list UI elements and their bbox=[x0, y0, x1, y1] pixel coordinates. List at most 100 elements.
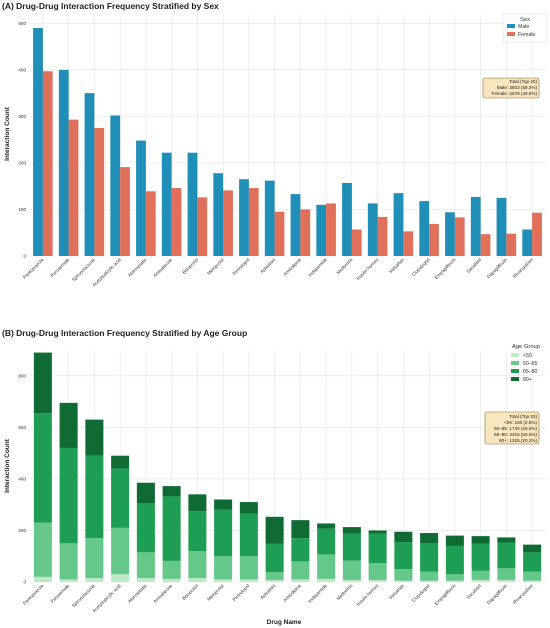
legend-swatch-age-50-65 bbox=[511, 361, 519, 365]
bar-segment-age-2-indapamide bbox=[317, 528, 336, 555]
x-tick-label-metoprolol: Metoprolol bbox=[206, 583, 225, 602]
panel-b-summary-line-2: <50: 160 (2.5%) bbox=[504, 420, 537, 425]
x-tick-label-amiodarone: Amiodarone bbox=[152, 257, 173, 278]
bar-segment-age-3-apixaban bbox=[265, 516, 284, 544]
x-tick-label-rivaroxaban: Rivaroxaban bbox=[512, 257, 534, 279]
bar-segment-age-1-dapagliflozin bbox=[497, 568, 516, 580]
bar-segment-age-0-acetylsalicylic-acid bbox=[111, 574, 130, 582]
bar-segment-age-1-bisoprolol bbox=[188, 551, 207, 579]
bar-segment-age-2-spironolactone bbox=[85, 455, 104, 539]
bar-segment-age-0-clopidogrel bbox=[420, 580, 439, 582]
x-tick-label-clopidogrel: Clopidogrel bbox=[411, 583, 431, 603]
bar-segment-age-3-pantoprazole bbox=[33, 352, 52, 414]
bar-female-furosemide bbox=[68, 119, 79, 257]
x-tick-label-atorvastatin: Atorvastatin bbox=[127, 583, 148, 604]
bar-male-pantoprazole bbox=[33, 27, 43, 257]
bar-segment-age-1-clopidogrel bbox=[420, 571, 439, 581]
bar-female-dapagliflozin bbox=[506, 233, 517, 256]
panel-a-legend-title: Sex bbox=[520, 17, 530, 23]
bar-segment-age-0-amiodarone bbox=[162, 578, 181, 582]
x-tick-label-valsartan: Valsartan bbox=[388, 583, 405, 600]
panel-b-summary-line-1: Total (Top 20) bbox=[509, 414, 537, 419]
legend-label-male: Male bbox=[518, 24, 529, 30]
x-tick-label-indapamide: Indapamide bbox=[307, 583, 328, 604]
bar-segment-age-3-atorvastatin bbox=[136, 482, 155, 504]
bar-segment-age-0-spironolactone bbox=[85, 578, 104, 582]
y-tick-label: 400 bbox=[18, 476, 26, 481]
bar-segment-age-3-dapagliflozin bbox=[497, 537, 516, 543]
bar-female-insulin-human bbox=[377, 216, 388, 256]
x-tick-label-sacubitril: Sacubitril bbox=[465, 257, 482, 274]
legend-swatch-female bbox=[507, 32, 515, 36]
x-tick-label-dapagliflozin: Dapagliflozin bbox=[486, 583, 508, 605]
y-tick-label: 800 bbox=[18, 373, 26, 378]
bar-segment-age-2-bisoprolol bbox=[188, 511, 207, 552]
bar-male-valsartan bbox=[393, 193, 404, 256]
x-tick-label-clopidogrel: Clopidogrel bbox=[411, 257, 431, 277]
x-tick-label-empagliflozin: Empagliflozin bbox=[434, 583, 457, 606]
bar-segment-age-0-atorvastatin bbox=[136, 578, 155, 582]
bar-segment-age-0-bisoprolol bbox=[188, 578, 207, 582]
bar-male-metoprolol bbox=[213, 173, 224, 256]
bar-male-clopidogrel bbox=[419, 201, 430, 256]
bar-segment-age-3-spironolactone bbox=[85, 419, 104, 456]
bar-female-sacubitril bbox=[480, 234, 491, 256]
bar-segment-age-2-amiodarone bbox=[162, 496, 181, 561]
x-tick-label-perindopril: Perindopril bbox=[232, 257, 251, 276]
bar-segment-age-2-empagliflozin bbox=[445, 545, 464, 575]
x-tick-label-furosemide: Furosemide bbox=[50, 257, 71, 278]
bar-female-atorvastatin bbox=[145, 191, 156, 256]
bar-male-insulin-human bbox=[367, 203, 378, 256]
panel-b-summary-line-5: 80+: 1325 (20.2%) bbox=[499, 438, 537, 443]
x-tick-label-furosemide: Furosemide bbox=[50, 583, 71, 604]
bar-female-metformin bbox=[351, 229, 362, 256]
y-tick-label: 300 bbox=[18, 114, 26, 119]
bar-male-furosemide bbox=[58, 69, 69, 256]
x-tick-label-atorvastatin: Atorvastatin bbox=[127, 257, 148, 278]
bar-segment-age-3-metformin bbox=[342, 527, 361, 534]
legend-swatch-age-under-50 bbox=[511, 353, 519, 357]
x-tick-label-metformin: Metformin bbox=[336, 583, 354, 601]
bar-segment-age-3-bisoprolol bbox=[188, 494, 207, 512]
bar-segment-age-2-dapagliflozin bbox=[497, 542, 516, 569]
bar-segment-age-2-insulin-human bbox=[368, 533, 387, 564]
panel-a-title: (A) Drug-Drug Interaction Frequency Stra… bbox=[2, 1, 219, 11]
bar-segment-age-3-valsartan bbox=[394, 531, 413, 543]
panel-a-summary-line-3: Female: 2678 (40.8%) bbox=[492, 91, 538, 96]
y-tick-label: 0 bbox=[23, 254, 26, 259]
bar-segment-age-1-amiodarone bbox=[162, 560, 181, 579]
bar-segment-age-1-furosemide bbox=[59, 543, 78, 580]
bar-female-metoprolol bbox=[223, 190, 233, 256]
x-tick-label-spironolactone: Spironolactone bbox=[71, 257, 97, 283]
bar-segment-age-1-valsartan bbox=[394, 569, 413, 581]
x-tick-label-valsartan: Valsartan bbox=[388, 257, 405, 274]
bar-segment-age-3-metoprolol bbox=[214, 499, 233, 510]
bar-male-indapamide bbox=[316, 204, 327, 256]
bar-segment-age-2-pantoprazole bbox=[33, 413, 52, 523]
bar-segment-age-2-apixaban bbox=[265, 543, 284, 573]
panel-b-summary-line-3: 50–65: 1740 (26.5%) bbox=[494, 426, 537, 431]
bar-segment-age-3-indapamide bbox=[317, 523, 336, 529]
panel-a-summary-line-2: Male: 3803 (59.2%) bbox=[497, 85, 538, 90]
x-tick-label-amlodipine: Amlodipine bbox=[282, 583, 302, 603]
bar-segment-age-0-apixaban bbox=[265, 579, 284, 582]
x-tick-label-indapamide: Indapamide bbox=[307, 257, 328, 278]
bar-segment-age-2-sacubitril bbox=[471, 543, 490, 571]
bar-female-pantoprazole bbox=[42, 71, 53, 256]
bar-female-perindopril bbox=[248, 188, 259, 256]
bar-segment-age-2-clopidogrel bbox=[420, 543, 439, 572]
bar-female-acetylsalicylic-acid bbox=[120, 167, 130, 256]
bar-male-bisoprolol bbox=[187, 152, 198, 256]
legend-label-female: Female bbox=[518, 32, 535, 38]
panel-b-summary-box: Total (Top 20) <50: 160 (2.5%) 50–65: 17… bbox=[484, 411, 540, 445]
bar-segment-age-2-metformin bbox=[342, 533, 361, 561]
bar-segment-age-1-empagliflozin bbox=[445, 574, 464, 581]
x-tick-label-bisoprolol: Bisoprolol bbox=[181, 257, 199, 275]
panel-b-summary-background bbox=[484, 411, 540, 445]
bar-segment-age-0-furosemide bbox=[59, 579, 78, 582]
bar-male-empagliflozin bbox=[445, 212, 455, 256]
x-tick-label-rivaroxaban: Rivaroxaban bbox=[512, 583, 534, 605]
bar-segment-age-0-amlodipine bbox=[291, 579, 310, 582]
legend-swatch-age-80-plus bbox=[511, 377, 519, 381]
panel-a-summary-line-1: Total (Top 20) bbox=[509, 79, 537, 84]
